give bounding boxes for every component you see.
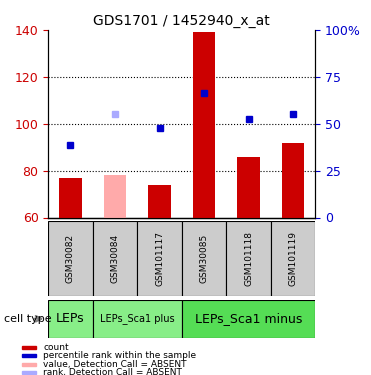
Text: LEPs: LEPs xyxy=(56,312,85,325)
Text: GSM101117: GSM101117 xyxy=(155,231,164,286)
FancyBboxPatch shape xyxy=(271,221,315,296)
Text: LEPs_Sca1 minus: LEPs_Sca1 minus xyxy=(195,312,302,325)
Bar xyxy=(59,178,82,218)
Text: percentile rank within the sample: percentile rank within the sample xyxy=(43,351,196,360)
Bar xyxy=(22,354,36,357)
Text: value, Detection Call = ABSENT: value, Detection Call = ABSENT xyxy=(43,360,187,369)
Bar xyxy=(148,185,171,218)
FancyBboxPatch shape xyxy=(93,221,137,296)
Bar xyxy=(193,32,215,218)
Text: GSM30084: GSM30084 xyxy=(111,234,119,284)
FancyBboxPatch shape xyxy=(48,221,93,296)
FancyBboxPatch shape xyxy=(226,221,271,296)
Bar xyxy=(237,157,260,218)
Bar xyxy=(104,176,126,217)
FancyBboxPatch shape xyxy=(93,300,182,338)
Bar xyxy=(22,346,36,349)
FancyBboxPatch shape xyxy=(182,300,315,338)
FancyBboxPatch shape xyxy=(137,221,182,296)
Text: LEPs_Sca1 plus: LEPs_Sca1 plus xyxy=(100,313,175,324)
FancyBboxPatch shape xyxy=(182,221,226,296)
Text: GSM30085: GSM30085 xyxy=(200,234,209,284)
Text: GSM30082: GSM30082 xyxy=(66,234,75,284)
FancyBboxPatch shape xyxy=(48,300,93,338)
Bar xyxy=(282,142,304,218)
Bar xyxy=(22,363,36,366)
Text: cell type: cell type xyxy=(4,314,51,324)
Text: GSM101119: GSM101119 xyxy=(289,231,298,286)
Bar xyxy=(22,371,36,374)
Title: GDS1701 / 1452940_x_at: GDS1701 / 1452940_x_at xyxy=(93,13,270,28)
Text: rank, Detection Call = ABSENT: rank, Detection Call = ABSENT xyxy=(43,368,182,375)
Text: count: count xyxy=(43,343,69,352)
Text: GSM101118: GSM101118 xyxy=(244,231,253,286)
